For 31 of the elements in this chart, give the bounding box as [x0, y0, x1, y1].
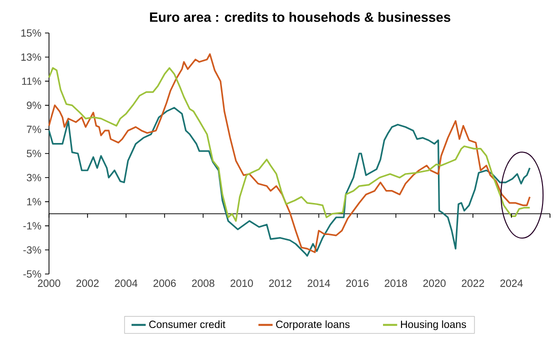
y-tick-label: -5%: [23, 270, 42, 278]
x-tick-label: 2012: [269, 280, 292, 287]
line-series: [48, 67, 531, 222]
x-tick-label: 2022: [462, 280, 484, 287]
y-tick-label: 11%: [22, 78, 42, 85]
x-tick-label: 2000: [38, 280, 60, 287]
legend-label: Housing loans: [401, 320, 466, 330]
x-tick-label: 2010: [230, 280, 253, 287]
x-tick-label: 2024: [500, 280, 523, 287]
x-tick-label: 2004: [114, 280, 138, 287]
y-tick-label: -3%: [23, 246, 42, 254]
y-tick-label: 13%: [21, 53, 42, 61]
chart-title: Euro area : credits to househods & businesses: [150, 12, 450, 22]
x-tick-label: 2014: [308, 280, 330, 287]
y-tick-label: 9%: [26, 102, 42, 110]
x-tick-label: 2008: [192, 280, 214, 287]
y-tick-label: 1%: [27, 198, 42, 206]
y-tick-label: 3%: [26, 174, 42, 182]
x-tick-label: 2020: [423, 280, 446, 287]
x-tick-label: 2018: [384, 280, 408, 287]
legend-label: Consumer credit: [149, 320, 226, 328]
y-tick-label: -1%: [23, 222, 42, 230]
line-series: [48, 106, 531, 257]
x-tick-label: 2006: [154, 280, 176, 287]
y-tick-label: 7%: [26, 126, 42, 134]
y-tick-label: 5%: [26, 150, 42, 158]
legend-label: Corporate loans: [276, 320, 350, 330]
y-tick-label: 15%: [21, 29, 42, 37]
x-tick-label: 2016: [346, 280, 368, 287]
line-series: [48, 53, 531, 254]
x-tick-label: 2002: [76, 280, 99, 287]
